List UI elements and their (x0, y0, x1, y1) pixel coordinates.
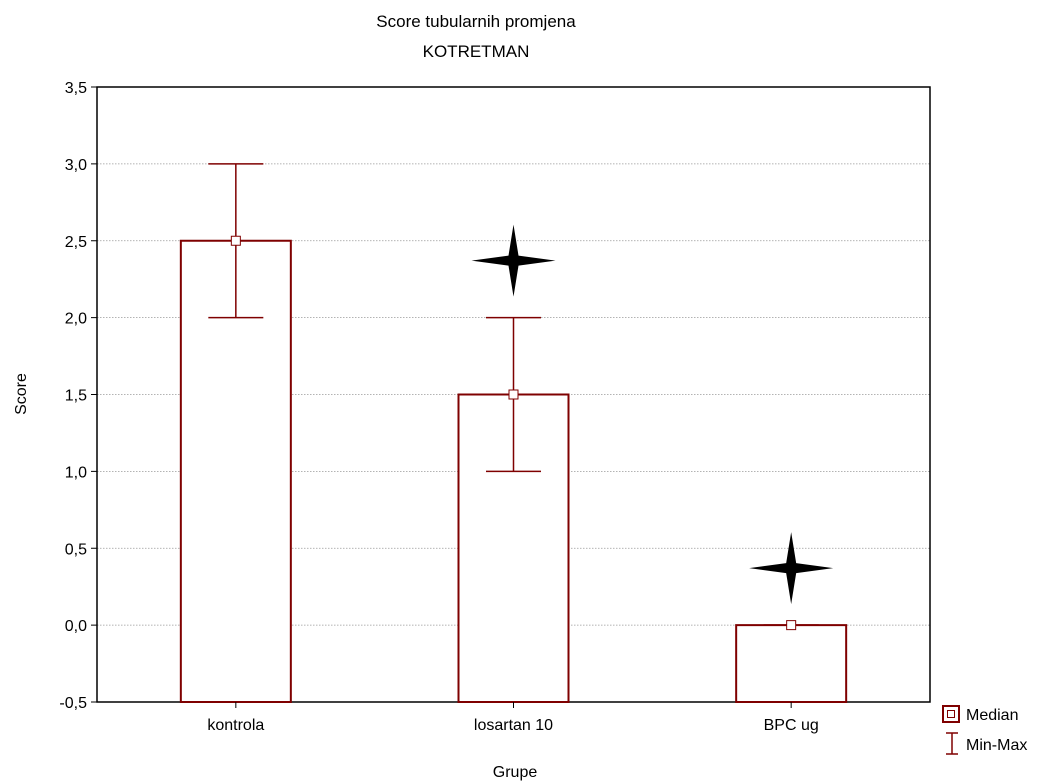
median-marker (786, 620, 797, 631)
y-tick-label: 3,0 (65, 157, 87, 174)
legend-label-min-max: Min-Max (966, 737, 1027, 754)
x-tick-label: BPC ug (764, 717, 819, 734)
y-axis: -0,5 0,0 0,5 1,0 1,5 2,0 2,5 3,0 3,5 (59, 80, 97, 712)
median-inner-square (947, 710, 955, 718)
chart-subtitle: KOTRETMAN (423, 42, 530, 61)
x-axis: kontrola losartan 10 BPC ug (207, 702, 819, 734)
bars (179, 163, 848, 703)
chart-title: Score tubularnih promjena (376, 12, 576, 31)
min-max-whisker-icon (946, 732, 958, 755)
significance-star-icon (749, 532, 834, 605)
x-axis-title: Grupe (493, 764, 538, 781)
y-tick-label: 2,0 (65, 311, 87, 328)
y-tick-label: 0,0 (65, 618, 87, 635)
legend-label-median: Median (966, 707, 1018, 724)
median-marker (508, 389, 519, 400)
y-tick-label: 2,5 (65, 234, 87, 251)
y-tick-label: -0,5 (59, 695, 87, 712)
bar (735, 624, 848, 703)
x-tick-label: losartan 10 (474, 717, 553, 734)
y-tick-label: 3,5 (65, 80, 87, 97)
y-tick-label: 1,0 (65, 464, 87, 481)
y-axis-title: Score (13, 373, 30, 415)
legend: Median Min-Max (942, 705, 1027, 755)
x-tick-label: kontrola (207, 717, 264, 734)
y-tick-label: 1,5 (65, 388, 87, 405)
median-square-icon (942, 705, 960, 723)
median-marker (230, 235, 241, 246)
significance-star-icon (471, 224, 556, 297)
y-tick-label: 0,5 (65, 541, 87, 558)
